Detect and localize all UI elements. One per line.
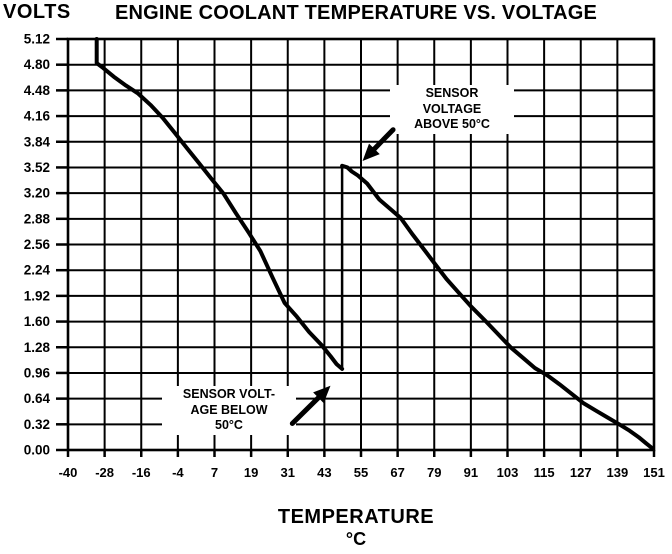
annotation-line: AGE BELOW <box>190 402 268 417</box>
sensor-voltage-above-50C-line <box>340 163 655 451</box>
annotation-line: SENSOR <box>425 86 479 100</box>
x-tick-label: -40 <box>59 465 78 480</box>
x-tick-label: 91 <box>464 465 478 480</box>
chart-title: ENGINE COOLANT TEMPERATURE VS. VOLTAGE <box>114 2 598 24</box>
y-tick-label: 4.80 <box>24 57 50 72</box>
x-axis-unit-label: °C <box>345 529 367 549</box>
x-tick-label: -28 <box>95 465 114 480</box>
axis-tick-marks <box>56 37 656 457</box>
y-tick-label: 4.48 <box>24 83 51 98</box>
y-tick-label: 2.24 <box>24 263 51 278</box>
annotation-line: VOLTAGE <box>422 101 482 116</box>
y-axis-tick-labels: 5.12 4.80 4.48 4.16 3.84 3.52 3.20 2.88 2.56 2.24… <box>24 32 51 458</box>
x-tick-label: 43 <box>317 465 331 480</box>
y-tick-label: 1.60 <box>24 314 50 329</box>
y-axis-title: VOLTS <box>3 1 71 23</box>
x-tick-label: 127 <box>570 465 592 480</box>
x-tick-label: 151 <box>643 465 665 480</box>
x-tick-label: 139 <box>607 465 629 480</box>
y-tick-label: 2.56 <box>24 237 51 252</box>
y-tick-label: 0.64 <box>24 391 51 406</box>
x-tick-label: 55 <box>354 465 368 480</box>
sensor-voltage-below-50C-line <box>94 37 345 371</box>
voltage-temperature-curve <box>94 37 655 451</box>
y-tick-label: 0.96 <box>24 365 51 380</box>
annotation-line: 50°C <box>215 418 243 433</box>
y-tick-label: 5.12 <box>24 32 50 47</box>
y-tick-label: 4.16 <box>24 109 51 124</box>
y-tick-label: 3.84 <box>24 134 51 149</box>
annotation-line: SENSOR VOLT- <box>182 387 276 401</box>
x-tick-label: 31 <box>281 465 295 480</box>
x-tick-label: 67 <box>390 465 404 480</box>
x-tick-label: 115 <box>534 465 555 480</box>
y-tick-label: 1.92 <box>24 288 50 303</box>
x-tick-label: 7 <box>211 465 218 480</box>
x-tick-label: 103 <box>497 465 519 480</box>
x-tick-label: -4 <box>172 465 184 480</box>
y-tick-label: 1.28 <box>24 340 51 355</box>
annotation-sensor-voltage-below-50c: SENSOR VOLT- AGE BELOW 50°C <box>162 386 296 435</box>
annotation-line: ABOVE 50°C <box>414 117 490 132</box>
x-axis-tick-labels: -40 -28 -16 -4 7 19 31 43 55 67 79 91 103 115 127 139 15… <box>59 465 665 480</box>
y-tick-label: 3.20 <box>24 186 50 201</box>
y-tick-label: 0.32 <box>24 417 50 432</box>
y-tick-label: 3.52 <box>24 160 50 175</box>
annotation-sensor-voltage-above-50c: SENSOR VOLTAGE ABOVE 50°C <box>390 85 514 134</box>
y-tick-label: 0.00 <box>24 443 50 458</box>
x-tick-label: 79 <box>427 465 441 480</box>
x-axis-title: TEMPERATURE <box>277 506 435 528</box>
x-tick-label: 19 <box>244 465 258 480</box>
y-tick-label: 2.88 <box>24 211 51 226</box>
x-tick-label: -16 <box>132 465 151 480</box>
